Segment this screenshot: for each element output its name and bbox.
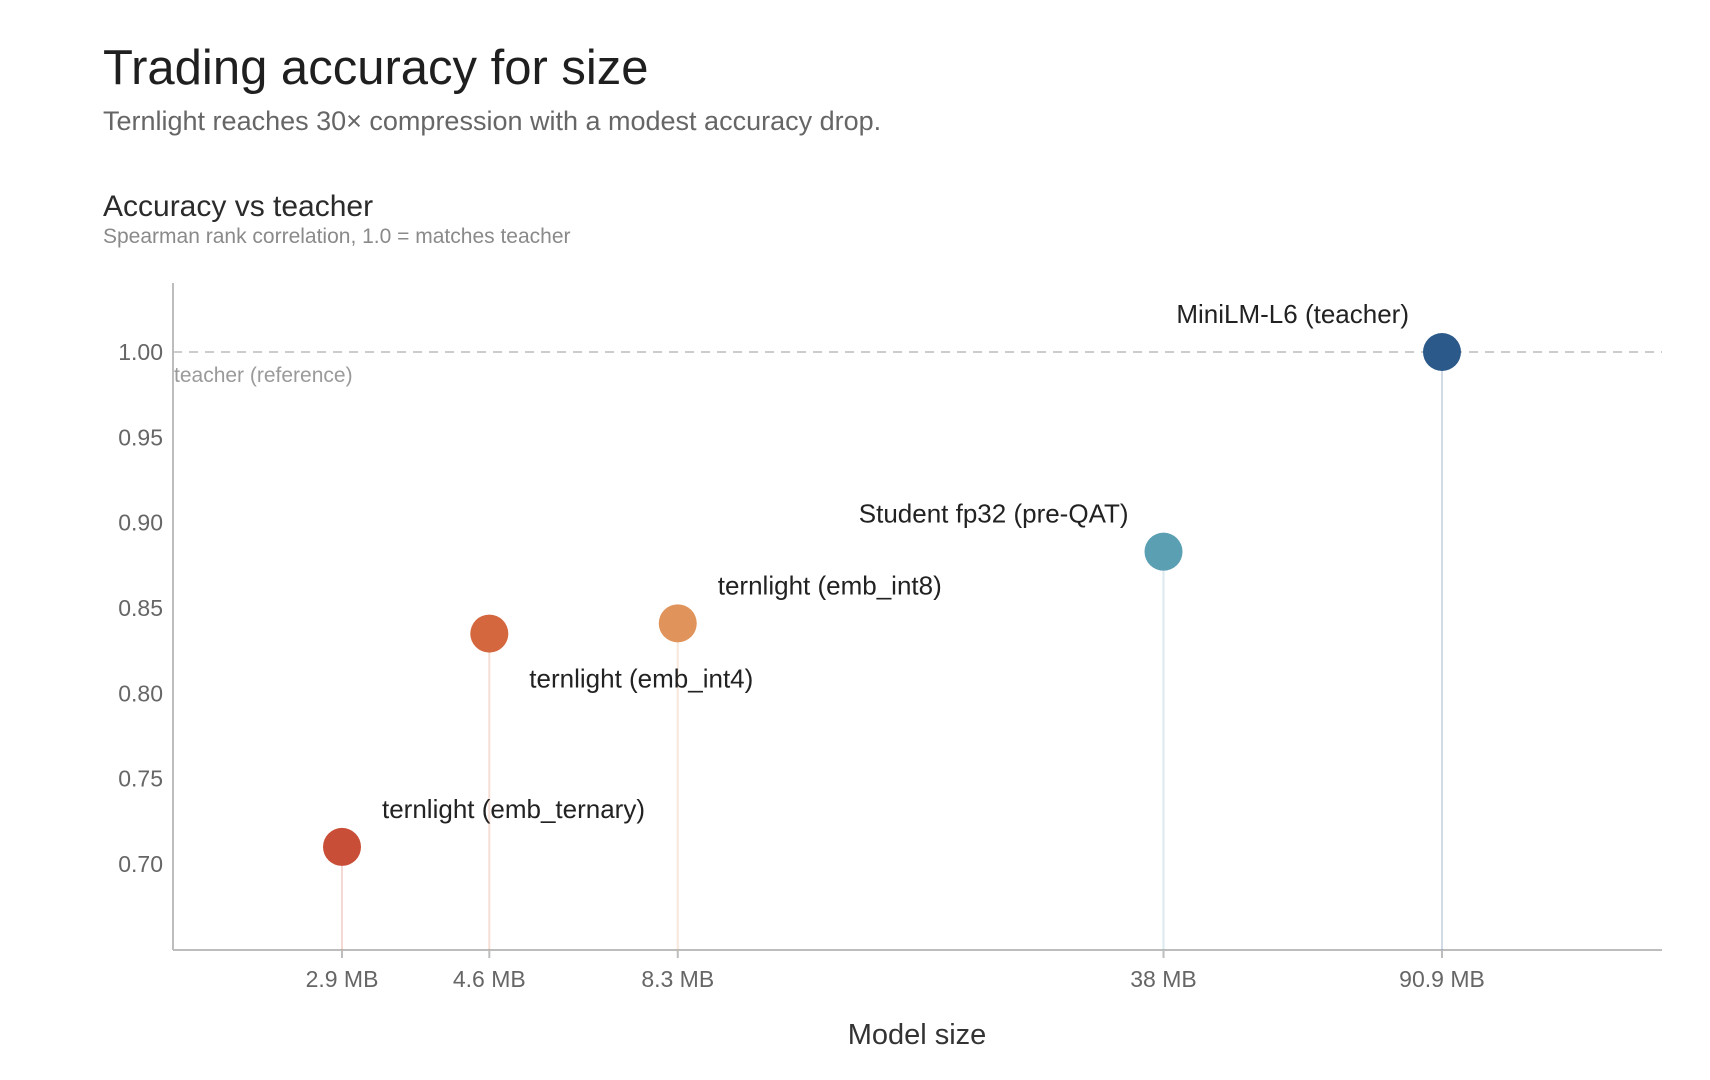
y-tick-label: 0.70 <box>118 851 163 877</box>
data-point-label: ternlight (emb_int8) <box>718 570 942 600</box>
data-point-label: ternlight (emb_int4) <box>529 664 753 694</box>
y-tick-label: 0.85 <box>118 595 163 621</box>
y-tick-label: 0.95 <box>118 424 163 450</box>
x-tick-label: 8.3 MB <box>641 966 714 992</box>
data-point-label: Student fp32 (pre-QAT) <box>859 499 1129 529</box>
data-point <box>1144 532 1183 571</box>
y-tick-label: 0.80 <box>118 680 163 706</box>
reference-line-label: teacher (reference) <box>174 364 353 387</box>
data-point-label: MiniLM-L6 (teacher) <box>1176 299 1409 329</box>
data-point <box>323 827 361 866</box>
y-tick-label: 0.90 <box>118 510 163 536</box>
page-subtitle: Ternlight reaches 30× compression with a… <box>103 106 882 136</box>
x-tick-label: 38 MB <box>1130 966 1196 992</box>
x-tick-label: 4.6 MB <box>453 966 526 992</box>
y-tick-label: 1.00 <box>118 339 163 365</box>
y-tick-label: 0.75 <box>118 766 163 792</box>
data-point <box>470 614 509 653</box>
chart-title: Accuracy vs teacher <box>103 190 374 223</box>
x-tick-label: 2.9 MB <box>306 966 379 992</box>
chart-subtitle: Spearman rank correlation, 1.0 = matches… <box>103 225 571 248</box>
data-point <box>1423 333 1461 371</box>
x-tick-label: 90.9 MB <box>1399 966 1485 992</box>
data-point <box>658 604 697 643</box>
data-point-label: ternlight (emb_ternary) <box>382 794 645 824</box>
x-axis-title: Model size <box>848 1019 987 1051</box>
page-title: Trading accuracy for size <box>103 41 649 95</box>
